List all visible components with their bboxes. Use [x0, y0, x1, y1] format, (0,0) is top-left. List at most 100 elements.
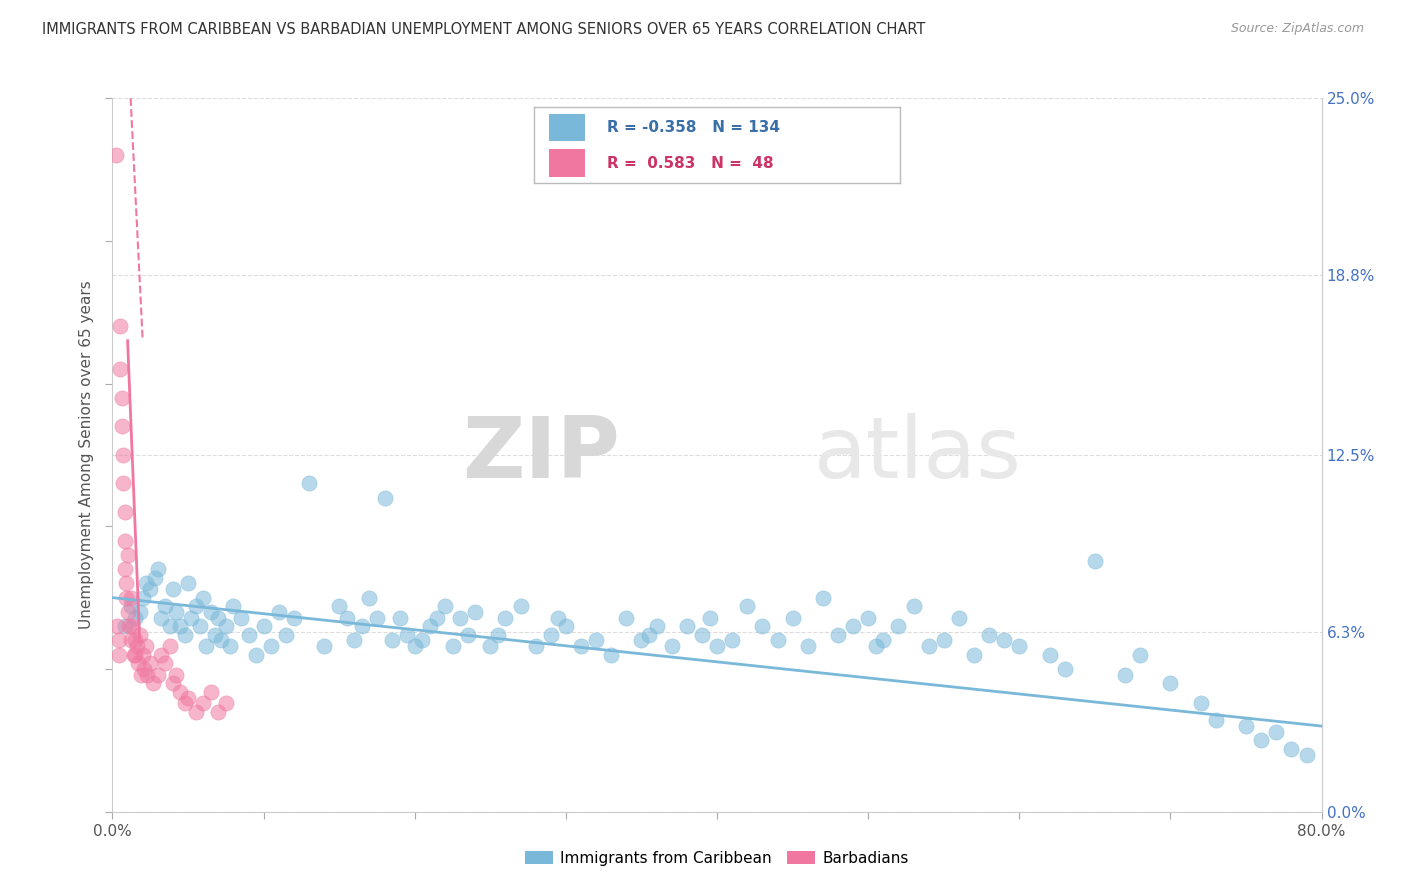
Point	[699, 610, 721, 624]
Point	[903, 599, 925, 614]
Point	[207, 705, 229, 719]
Point	[105, 619, 128, 633]
Point	[177, 576, 200, 591]
Point	[114, 505, 136, 519]
Point	[124, 633, 146, 648]
Point	[174, 628, 197, 642]
Point	[117, 548, 139, 562]
Point	[159, 619, 181, 633]
Point	[751, 619, 773, 633]
Point	[215, 619, 238, 633]
Point	[426, 610, 449, 624]
Point	[132, 648, 155, 662]
Text: Source: ZipAtlas.com: Source: ZipAtlas.com	[1230, 22, 1364, 36]
Point	[1234, 719, 1257, 733]
Point	[479, 639, 502, 653]
Point	[298, 476, 321, 491]
Point	[359, 591, 381, 605]
Point	[766, 633, 789, 648]
Point	[260, 639, 283, 653]
Text: R = -0.358   N = 134: R = -0.358 N = 134	[607, 120, 780, 135]
Point	[200, 685, 222, 699]
Point	[112, 476, 135, 491]
Point	[675, 619, 697, 633]
Point	[120, 633, 142, 648]
Point	[162, 582, 184, 596]
Point	[396, 628, 419, 642]
Point	[122, 648, 145, 662]
Point	[114, 562, 136, 576]
Point	[149, 648, 172, 662]
Point	[1159, 676, 1181, 690]
Text: IMMIGRANTS FROM CARIBBEAN VS BARBADIAN UNEMPLOYMENT AMONG SENIORS OVER 65 YEARS : IMMIGRANTS FROM CARIBBEAN VS BARBADIAN U…	[42, 22, 925, 37]
Point	[977, 628, 1000, 642]
Point	[1114, 667, 1136, 681]
Point	[1295, 747, 1317, 762]
Point	[114, 533, 136, 548]
Point	[149, 610, 172, 624]
Point	[343, 633, 366, 648]
Point	[918, 639, 941, 653]
Point	[381, 633, 404, 648]
Point	[283, 610, 305, 624]
Point	[449, 610, 471, 624]
Point	[1279, 742, 1302, 756]
Point	[993, 633, 1015, 648]
Text: R =  0.583   N =  48: R = 0.583 N = 48	[607, 155, 775, 170]
Text: ZIP: ZIP	[463, 413, 620, 497]
Point	[419, 619, 441, 633]
Point	[184, 599, 207, 614]
Point	[107, 648, 129, 662]
Point	[184, 705, 207, 719]
Point	[104, 148, 127, 162]
Point	[1084, 553, 1107, 567]
Point	[827, 628, 849, 642]
Point	[128, 628, 150, 642]
Point	[139, 582, 162, 596]
Point	[124, 648, 146, 662]
Point	[842, 619, 865, 633]
Point	[1250, 733, 1272, 747]
Point	[107, 633, 129, 648]
Point	[374, 491, 396, 505]
Point	[159, 639, 181, 653]
Point	[600, 648, 623, 662]
Point	[155, 657, 177, 671]
Point	[146, 562, 169, 576]
Point	[1265, 724, 1288, 739]
Point	[811, 591, 834, 605]
Point	[146, 667, 169, 681]
Point	[110, 391, 132, 405]
Point	[129, 667, 152, 681]
Point	[638, 628, 661, 642]
Point	[222, 599, 245, 614]
Point	[887, 619, 910, 633]
Point	[200, 605, 222, 619]
Point	[336, 610, 359, 624]
Point	[215, 696, 238, 710]
Point	[524, 639, 547, 653]
Point	[108, 362, 131, 376]
Point	[856, 610, 880, 624]
Point	[464, 605, 486, 619]
Point	[932, 633, 955, 648]
Point	[457, 628, 479, 642]
Point	[630, 633, 652, 648]
FancyBboxPatch shape	[548, 150, 585, 177]
Point	[177, 690, 200, 705]
Point	[238, 628, 260, 642]
Point	[872, 633, 894, 648]
Point	[267, 605, 290, 619]
Point	[782, 610, 804, 624]
Point	[155, 599, 177, 614]
Point	[328, 599, 350, 614]
Text: atlas: atlas	[814, 413, 1022, 497]
Point	[796, 639, 818, 653]
Point	[112, 448, 135, 462]
Point	[645, 619, 668, 633]
Point	[115, 576, 138, 591]
Point	[690, 628, 713, 642]
Point	[540, 628, 562, 642]
Point	[1189, 696, 1212, 710]
Point	[191, 591, 214, 605]
